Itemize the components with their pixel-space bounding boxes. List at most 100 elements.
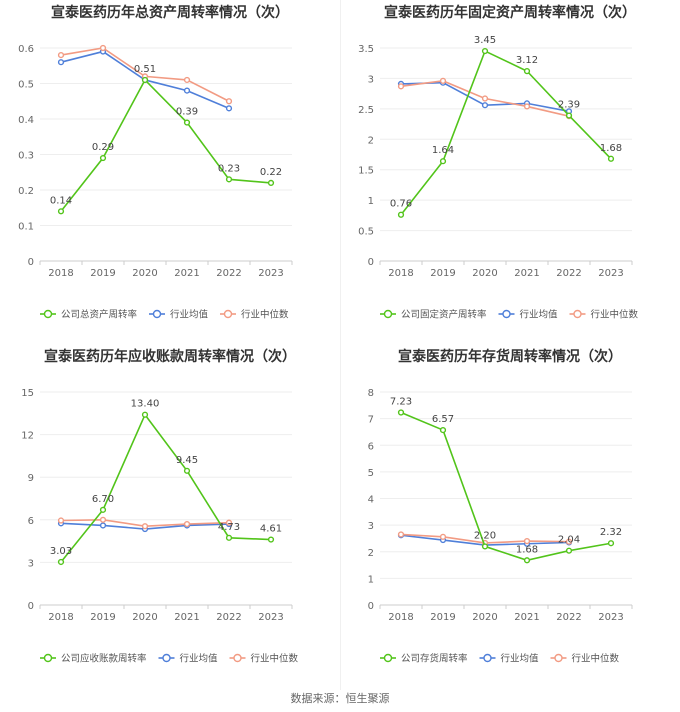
data-point-company — [607, 155, 615, 162]
legend-marker — [233, 653, 242, 663]
data-point-industry_median — [439, 77, 447, 84]
data-point-industry_avg — [481, 102, 489, 109]
data-label: 7.23 — [390, 397, 412, 408]
data-point-company — [141, 411, 149, 418]
x-tick-label: 2023 — [258, 268, 283, 279]
y-tick-label: 15 — [21, 388, 34, 399]
y-tick-label: 0 — [368, 257, 374, 268]
data-point-industry_median — [183, 76, 191, 84]
data-point-industry_median — [523, 103, 531, 110]
data-label: 3.03 — [50, 546, 72, 557]
legend-item-industry_median: 行业中位数 — [550, 653, 620, 665]
data-point-industry_median — [481, 95, 489, 102]
legend-label: 行业中位数 — [572, 653, 620, 665]
data-point-company — [607, 540, 615, 547]
x-tick-label: 2020 — [472, 268, 497, 279]
x-tick-label: 2018 — [48, 612, 73, 623]
series-line-company — [400, 49, 612, 216]
data-point-industry_median — [99, 516, 107, 523]
y-tick-label: 2.5 — [358, 105, 374, 116]
data-label: 2.20 — [474, 530, 496, 541]
data-point-industry_median — [439, 533, 447, 540]
data-source-note: 数据来源：恒生聚源 — [290, 692, 390, 705]
x-tick-label: 2020 — [132, 612, 157, 623]
legend-label: 行业均值 — [520, 309, 559, 321]
legend-label: 公司应收账款周转率 — [61, 653, 147, 665]
legend-marker — [223, 309, 233, 319]
x-tick-label: 2023 — [258, 612, 283, 623]
y-tick-label: 2 — [368, 135, 374, 146]
data-point-industry_avg — [225, 105, 233, 112]
legend-item-industry_median: 行业中位数 — [220, 309, 289, 321]
data-point-company — [439, 158, 447, 165]
legend-item-company: 公司总资产周转率 — [40, 309, 138, 321]
x-tick-label: 2019 — [90, 612, 115, 623]
chart-panel-total-asset-turnover: 宣泰医药历年总资产周转率情况（次） 0 0.1 0.2 0.3 0.4 0.5 0.6 201… — [0, 0, 340, 344]
legend-marker — [152, 309, 162, 319]
data-point-company — [439, 426, 447, 434]
legend-item-industry_avg: 行业均值 — [479, 653, 539, 665]
data-label: 6.70 — [92, 494, 114, 505]
y-tick-label: 0.5 — [358, 227, 374, 238]
legend-item-industry_median: 行业中位数 — [229, 653, 299, 665]
x-tick-label: 2022 — [216, 268, 241, 279]
chart-svg: 0 3 6 9 12 15 2018 2019 2020 2021 2022 2023 3.03 6.70… — [21, 388, 299, 665]
data-point-company — [141, 76, 149, 84]
x-tick-label: 2022 — [556, 268, 581, 279]
series-line-company — [400, 411, 612, 562]
y-tick-label: 12 — [21, 431, 34, 442]
chart-title: 宣泰医药历年总资产周转率情况（次） — [51, 5, 289, 21]
legend-marker — [554, 653, 563, 663]
x-tick-label: 2019 — [430, 612, 455, 623]
x-tick-label: 2018 — [48, 268, 73, 279]
data-point-company — [481, 543, 489, 550]
y-tick-label: 3 — [28, 558, 34, 569]
x-tick-label: 2022 — [556, 612, 581, 623]
data-point-industry_median — [225, 519, 233, 526]
data-label: 4.61 — [260, 524, 282, 535]
data-point-company — [183, 467, 191, 474]
data-label: 3.12 — [516, 55, 538, 66]
data-point-company — [99, 154, 107, 162]
y-tick-label: 0.2 — [18, 186, 34, 197]
data-point-company — [523, 68, 531, 75]
chart-title: 宣泰医药历年固定资产周转率情况（次） — [384, 5, 636, 21]
data-label: 13.40 — [131, 399, 160, 410]
x-tick-label: 2019 — [90, 268, 115, 279]
legend-marker — [383, 653, 393, 663]
data-point-company — [183, 119, 191, 126]
data-point-company — [225, 176, 233, 183]
chart-svg: 0 0.5 1 1.5 2 2.5 3 3.5 2018 2019 2020 2021 2022 2023… — [358, 35, 639, 321]
legend-item-industry_median: 行业中位数 — [569, 309, 639, 321]
chart-svg: 0 0.1 0.2 0.3 0.4 0.5 0.6 2018 2019 2020 2021 2022 2… — [18, 44, 293, 321]
y-tick-label: 1.5 — [358, 166, 374, 177]
legend-marker — [43, 653, 53, 663]
data-label: 0.23 — [218, 163, 240, 174]
data-point-company — [565, 112, 573, 119]
data-point-industry_median — [397, 83, 405, 90]
data-point-industry_avg — [183, 87, 191, 94]
data-point-industry_median — [565, 538, 573, 545]
data-label: 1.68 — [600, 143, 622, 154]
data-point-company — [397, 409, 405, 416]
data-point-industry_avg — [99, 522, 107, 529]
y-tick-label: 9 — [28, 473, 34, 484]
y-tick-label: 5 — [368, 468, 374, 479]
y-tick-label: 0.3 — [18, 151, 34, 162]
data-point-industry_median — [57, 51, 65, 59]
y-tick-label: 6 — [368, 441, 374, 452]
y-tick-label: 0 — [28, 257, 34, 268]
y-tick-label: 6 — [28, 516, 34, 527]
x-tick-label: 2023 — [598, 612, 623, 623]
legend-item-company: 公司存货周转率 — [380, 653, 468, 665]
data-label: 0.14 — [50, 195, 72, 206]
legend-label: 行业均值 — [180, 653, 219, 665]
y-tick-label: 0 — [368, 601, 374, 612]
data-label: 2.32 — [600, 527, 622, 538]
x-tick-label: 2019 — [430, 268, 455, 279]
data-label: 9.45 — [176, 455, 198, 466]
legend-label: 公司存货周转率 — [401, 653, 468, 665]
legend-marker — [43, 309, 53, 319]
y-tick-label: 3 — [368, 521, 374, 532]
data-label: 1.64 — [432, 145, 454, 156]
